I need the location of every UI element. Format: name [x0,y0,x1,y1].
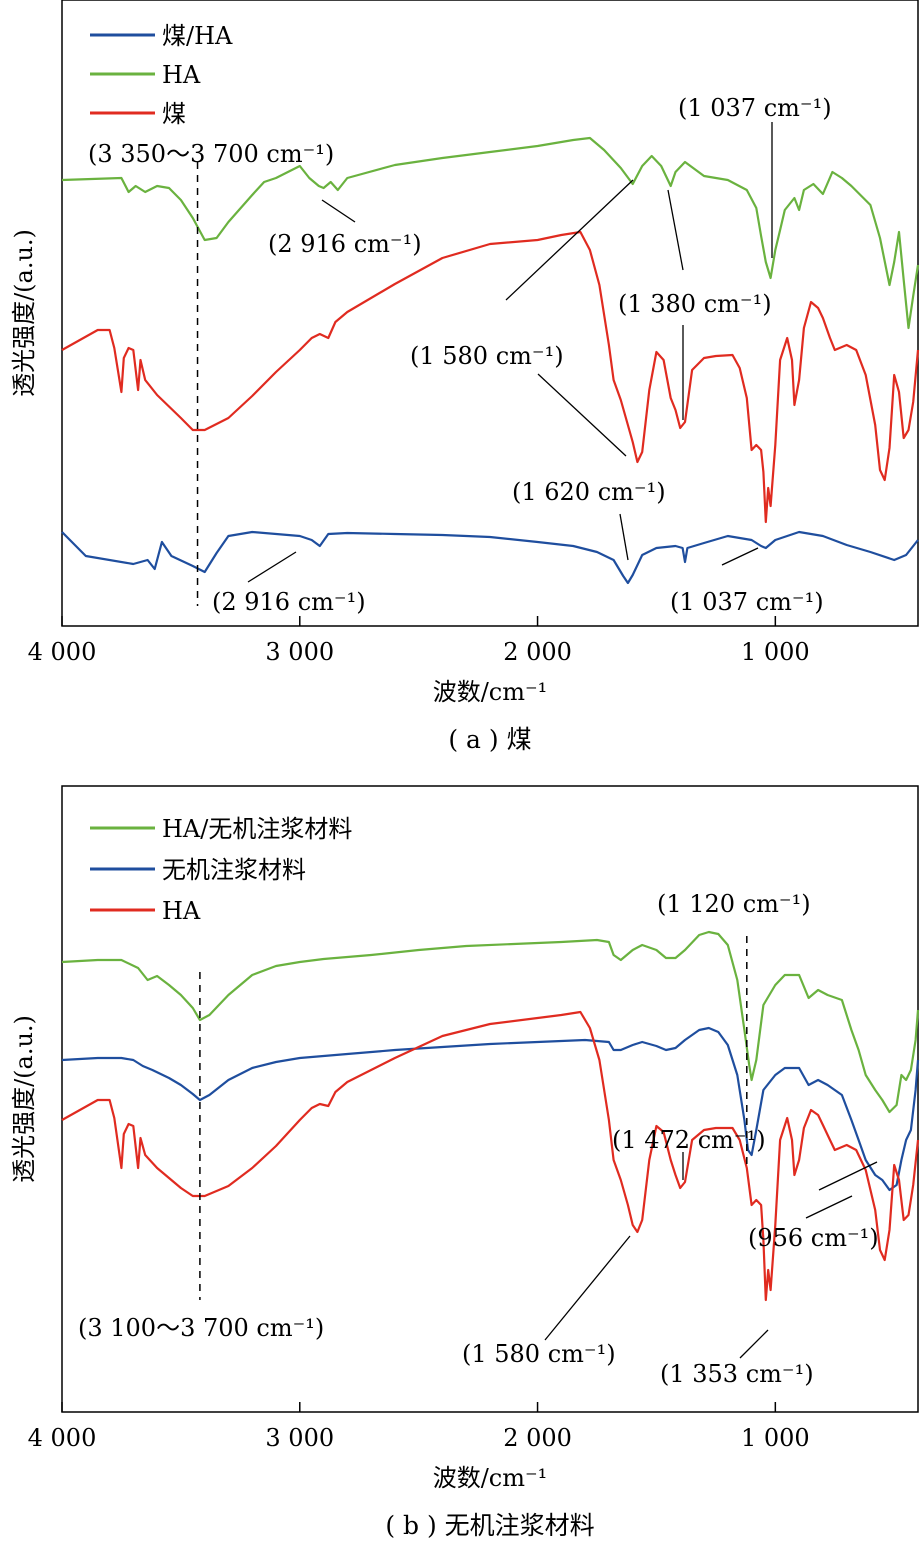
panel-b-annotations [544,1152,878,1359]
legend-label-coal: 煤 [162,100,186,128]
panel-a-xlabel: 波数/cm⁻¹ [433,678,548,706]
panel-b-refs [199,936,748,1300]
x-tick-label: 3 000 [265,1424,334,1452]
annotation-1037-lower: (1 037 cm⁻¹) [670,588,824,616]
x-tick-label: 4 000 [28,1424,97,1452]
panel-a-annotations [247,122,773,583]
panel-b-caption: ( b ) 无机注浆材料 [385,1511,594,1540]
annotation-3100-3700: (3 100～3 700 cm⁻¹) [78,1314,324,1342]
series-line-3 [61,230,920,524]
panel-b-xlabel: 波数/cm⁻¹ [433,1464,548,1492]
panel-a-plot-frame [61,0,919,627]
annotation-956: (956 cm⁻¹) [748,1224,879,1252]
series-line-3 [61,1010,920,1302]
annotation-1120: (1 120 cm⁻¹) [657,890,811,918]
panel-a-legend: 煤/HA HA 煤 [90,22,233,128]
panel-a: 4 000 3 000 2 000 1 000 煤/HA HA 煤 (3 350～3 … [10,0,920,754]
annotation-1353: (1 353 cm⁻¹) [660,1360,814,1388]
panel-a-caption: ( a ) 煤 [448,725,531,754]
series-line-1 [61,530,919,585]
x-tick-label: 3 000 [265,638,334,666]
series-line-2 [61,136,920,330]
annotation-1580: (1 580 cm⁻¹) [410,342,564,370]
x-tick-label: 1 000 [741,638,810,666]
legend-label-ha-grout: HA/无机注浆材料 [162,815,352,843]
x-tick-label: 2 000 [503,1424,572,1452]
annotation-1380: (1 380 cm⁻¹) [618,290,772,318]
annotation-2916-lower: (2 916 cm⁻¹) [212,588,366,616]
annotation-3350-3700: (3 350～3 700 cm⁻¹) [88,140,334,168]
legend-label-ha: HA [162,61,201,89]
panel-b: 4 000 3 000 2 000 1 000 HA/无机注浆材料 无机注浆材料 HA… [10,785,920,1540]
panel-a-series [61,136,920,585]
panel-b-series [61,930,920,1302]
panel-b-xticks: 4 000 3 000 2 000 1 000 [28,1402,810,1452]
legend-label-ha-b: HA [162,897,201,925]
annotation-1580-b: (1 580 cm⁻¹) [462,1340,616,1368]
panel-b-plot-frame [61,785,919,1413]
panel-a-xticks: 4 000 3 000 2 000 1 000 [28,616,810,666]
x-tick-label: 4 000 [28,638,97,666]
x-tick-label: 1 000 [741,1424,810,1452]
panel-a-ylabel: 透光强度/(a.u.) [10,229,38,397]
panel-b-ylabel: 透光强度/(a.u.) [10,1015,38,1183]
series-line-2 [61,1026,920,1192]
series-line-1 [61,930,920,1114]
panel-b-legend: HA/无机注浆材料 无机注浆材料 HA [90,815,352,925]
annotation-1620: (1 620 cm⁻¹) [512,478,666,506]
annotation-1037-upper: (1 037 cm⁻¹) [678,94,832,122]
annotation-1472: (1 472 cm⁻¹) [612,1126,766,1154]
legend-label-coal-ha: 煤/HA [162,22,233,50]
annotation-2916-upper: (2 916 cm⁻¹) [268,230,422,258]
x-tick-label: 2 000 [503,638,572,666]
legend-label-grout: 无机注浆材料 [162,856,306,884]
